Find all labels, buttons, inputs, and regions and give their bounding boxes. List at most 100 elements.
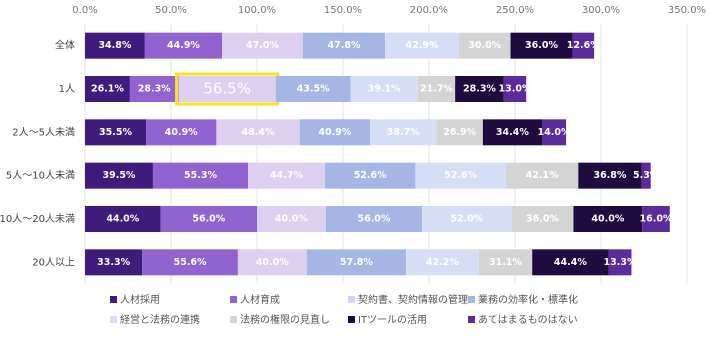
value-label: 30.0% [468, 40, 501, 51]
value-label: 42.1% [526, 170, 559, 181]
bar-segment [505, 162, 579, 189]
bar-segment [422, 206, 512, 232]
bar-segment [129, 76, 179, 102]
bar-segment [532, 249, 609, 276]
bar-segment [350, 76, 418, 102]
legend-label: 契約書、契約情報の管理 [358, 293, 468, 306]
value-label: 42.2% [426, 257, 459, 268]
value-label: 39.1% [368, 84, 401, 95]
value-label: 52.6% [444, 170, 477, 181]
value-label: 38.7% [387, 127, 420, 138]
legend-label: 人材育成 [240, 293, 280, 306]
bar-segment [299, 119, 371, 146]
legend-swatch [348, 316, 355, 323]
legend-swatch [468, 316, 475, 323]
bar-segment [146, 119, 217, 146]
bar-segment [85, 206, 161, 232]
bar-segment [152, 162, 249, 189]
value-label: 36.0% [525, 40, 558, 51]
x-tick-label: 350.0% [668, 5, 706, 16]
value-label: 28.3% [138, 84, 171, 95]
bar-segment [257, 206, 326, 232]
value-label: 56.0% [192, 214, 225, 225]
bar-segment [85, 32, 145, 59]
value-label: 26.9% [443, 127, 476, 138]
value-label: 26.1% [91, 84, 124, 95]
bar-segment [578, 162, 642, 189]
value-label: 31.1% [489, 257, 522, 268]
bar-segment [478, 249, 533, 276]
legend-swatch [230, 296, 237, 303]
value-label: 40.9% [318, 127, 351, 138]
y-tick-label: 5人～10人未満 [6, 170, 75, 182]
bar-segment [641, 162, 651, 189]
value-label: 56.5% [203, 80, 251, 98]
bar-segment [275, 76, 351, 102]
value-label: 12.6% [567, 40, 600, 51]
x-tick-label: 100.0% [238, 5, 276, 16]
value-label: 16.0% [640, 214, 673, 225]
value-label: 44.9% [167, 40, 200, 51]
bar-segment [542, 119, 567, 146]
x-tick-label: 200.0% [410, 5, 448, 16]
y-tick-label: 10人～20人未満 [0, 213, 75, 225]
bar-segment [415, 162, 506, 189]
bar-segment [85, 162, 153, 189]
bar-segment [85, 76, 130, 102]
bar-segment [608, 249, 632, 276]
value-label: 40.9% [165, 127, 198, 138]
legend-label: 人材採用 [120, 293, 160, 306]
x-tick-label: 250.0% [496, 5, 534, 16]
value-label: 40.0% [275, 214, 308, 225]
bar-segment [324, 162, 416, 189]
legend-swatch [110, 296, 117, 303]
bar-segment [178, 76, 276, 102]
value-label: 13.0% [499, 84, 532, 95]
bar-segment [160, 206, 257, 232]
value-label: 43.5% [297, 84, 330, 95]
legend-swatch [468, 296, 475, 303]
value-label: 48.4% [242, 127, 275, 138]
value-label: 28.3% [463, 84, 496, 95]
value-label: 47.0% [246, 40, 279, 51]
bar-segment [642, 206, 670, 232]
bar-segment [142, 249, 238, 276]
y-tick-label: 20人以上 [32, 256, 75, 268]
legend-label: 業務の効率化・標準化 [478, 293, 578, 306]
value-label: 33.3% [97, 257, 130, 268]
value-label: 47.8% [328, 40, 361, 51]
bar-segment [406, 249, 479, 276]
bar-segment [302, 32, 386, 59]
value-label: 57.8% [340, 257, 373, 268]
value-label: 40.0% [591, 214, 624, 225]
bar-segment [385, 32, 459, 59]
value-label: 52.6% [354, 170, 387, 181]
bar-segment [306, 249, 407, 276]
y-tick-label: 2人～5人未満 [12, 126, 75, 138]
legend-label: 経営と法務の連携 [120, 313, 200, 326]
bar-segment [573, 206, 643, 232]
value-label: 14.0% [538, 127, 571, 138]
bar-segment [144, 32, 223, 59]
legend-label: あてはまるものはない [478, 314, 578, 326]
bar-segment [417, 76, 456, 102]
bar-segment [458, 32, 511, 59]
bar-segment [482, 119, 543, 146]
legend-label: ITツールの活用 [358, 314, 427, 326]
bar-segment [248, 162, 325, 189]
legend-swatch [230, 316, 237, 323]
y-tick-label: 1人 [59, 83, 75, 95]
bar-segment [216, 119, 300, 146]
value-label: 44.0% [106, 214, 139, 225]
value-label: 36.8% [593, 170, 626, 181]
value-label: 34.8% [98, 40, 131, 51]
bar-segment [511, 206, 574, 232]
legend-swatch [110, 316, 117, 323]
value-label: 55.3% [184, 170, 217, 181]
bar-segment [85, 119, 147, 146]
bar-segment [510, 32, 573, 59]
value-label: 36.0% [526, 214, 559, 225]
bar-segment [436, 119, 483, 146]
x-tick-label: 50.0% [155, 5, 187, 16]
